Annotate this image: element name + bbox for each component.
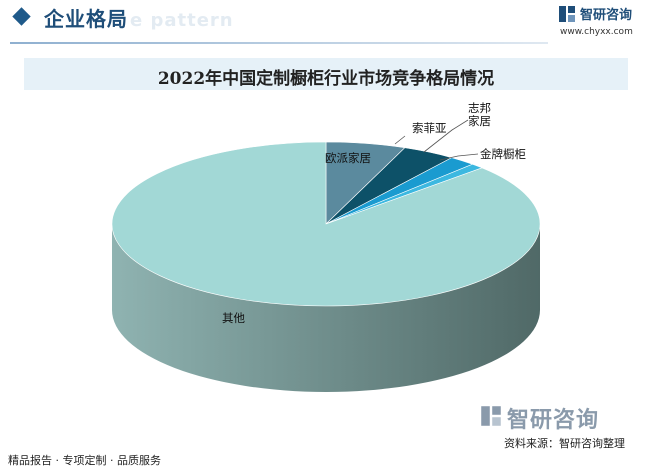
- slice-leader-line-2: [423, 119, 469, 153]
- pie-side-wall: [112, 224, 540, 392]
- chart-title-band: [24, 58, 628, 90]
- slice-label-0: 欧派家居: [325, 151, 371, 165]
- slice-label-4: 其他: [222, 311, 245, 325]
- footer-tagline: 精品报告 · 专项定制 · 品质服务: [8, 454, 161, 467]
- header-ghost-text: e pattern: [130, 10, 234, 31]
- brand-name: 智研咨询: [580, 8, 633, 23]
- slice-label-1: 索菲亚: [412, 121, 447, 135]
- data-source: 资料来源：智研咨询整理: [504, 437, 625, 450]
- chart-title: 2022年中国定制橱柜行业市场竞争格局情况: [157, 69, 495, 89]
- slice-label-2: 志邦家居: [468, 101, 491, 128]
- pie-slice-4: [111, 141, 541, 307]
- page-title: 企业格局: [44, 7, 128, 31]
- slice-leader-line-3: [439, 153, 479, 161]
- footer-brand: 智研咨询: [507, 408, 600, 433]
- brand-url: www.chyxx.com: [560, 27, 633, 37]
- page-header: e pattern 企业格局 智研咨询 www.chyxx.com: [0, 0, 655, 44]
- slice-leader-line-1: [394, 135, 406, 145]
- footer-logo-icon: [481, 406, 501, 426]
- brand-logo-icon: [559, 6, 575, 22]
- slice-label-3: 金牌橱柜: [480, 147, 526, 161]
- header-divider: [10, 42, 548, 44]
